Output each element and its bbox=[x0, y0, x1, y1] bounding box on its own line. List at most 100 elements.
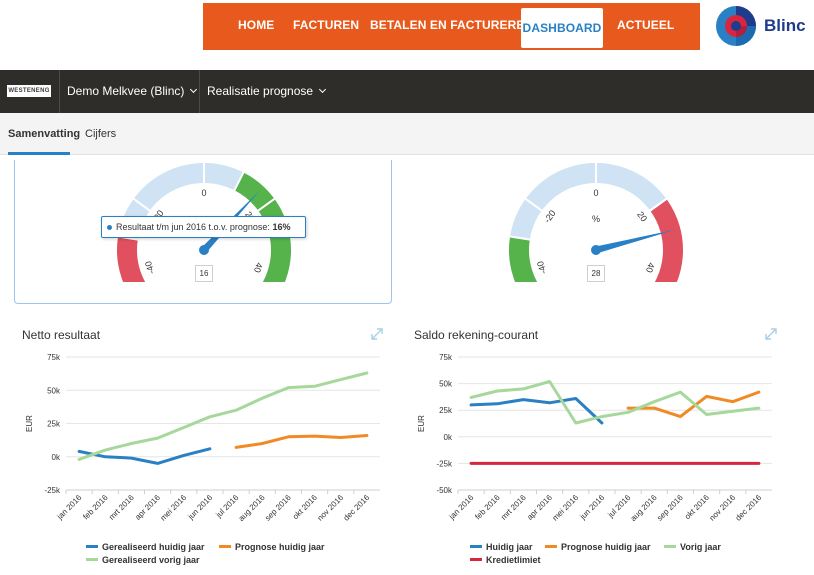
y-tick-label: 50k bbox=[47, 386, 61, 395]
gauge-separator bbox=[256, 197, 276, 213]
gauge-tooltip: Resultaat t/m jun 2016 t.o.v. prognose: … bbox=[101, 216, 306, 238]
expand-icon[interactable] bbox=[765, 328, 777, 340]
divider bbox=[199, 70, 200, 113]
y-tick-label: 50k bbox=[439, 380, 453, 389]
legend-swatch bbox=[86, 545, 98, 549]
series-line bbox=[626, 390, 761, 419]
legend-label: Prognose huidig jaar bbox=[235, 542, 325, 552]
tab-cijfers[interactable]: Cijfers bbox=[85, 128, 117, 140]
x-tick-label: dec 2016 bbox=[734, 493, 764, 523]
y-tick-label: 75k bbox=[47, 353, 61, 362]
gauge-tick-label: 40 bbox=[644, 261, 657, 274]
x-tick-label: mei 2016 bbox=[551, 493, 581, 523]
gauge-separator bbox=[132, 197, 152, 213]
divider bbox=[59, 70, 60, 113]
x-tick-label: jun 2016 bbox=[578, 493, 607, 522]
y-axis-label: EUR bbox=[25, 415, 34, 432]
y-tick-label: -50k bbox=[436, 486, 453, 495]
main-navigation: HOME FACTUREN BETALEN EN FACTUREREN DASH… bbox=[203, 3, 700, 50]
legend-label: Huidig jaar bbox=[486, 542, 533, 552]
nav-betalen-en-factureren[interactable]: BETALEN EN FACTUREREN bbox=[370, 18, 534, 32]
legend-item[interactable]: Kredietlimiet bbox=[470, 555, 541, 565]
y-tick-label: 25k bbox=[439, 406, 453, 415]
y-tick-label: 0k bbox=[52, 453, 61, 462]
x-tick-label: sep 2016 bbox=[263, 493, 293, 523]
gauge-tick-label: -20 bbox=[542, 208, 558, 224]
series-line bbox=[77, 447, 212, 465]
x-tick-label: sep 2016 bbox=[655, 493, 685, 523]
tooltip-value: 16% bbox=[272, 222, 291, 232]
gauge-value-left: 16 bbox=[195, 265, 213, 282]
x-tick-label: feb 2016 bbox=[81, 493, 110, 522]
company-name: Demo Melkvee (Blinc) bbox=[67, 84, 185, 98]
series-line bbox=[77, 371, 369, 461]
tab-samenvatting[interactable]: Samenvatting bbox=[8, 113, 80, 155]
legend-item[interactable]: Gerealiseerd huidig jaar bbox=[86, 542, 205, 552]
gauge-tick-label: -40 bbox=[143, 260, 157, 275]
gauge-separator bbox=[648, 197, 668, 213]
legend-item[interactable]: Gerealiseerd vorig jaar bbox=[86, 555, 200, 565]
x-tick-label: apr 2016 bbox=[525, 493, 554, 522]
chevron-down-icon bbox=[319, 85, 327, 94]
gauge-tick-label: 20 bbox=[635, 210, 649, 224]
gauge-tick-label: 0 bbox=[201, 188, 206, 198]
expand-icon[interactable] bbox=[371, 328, 383, 340]
view-name: Realisatie prognose bbox=[207, 84, 314, 98]
chart-title-netto-resultaat: Netto resultaat bbox=[22, 328, 101, 342]
series-line bbox=[469, 380, 761, 425]
nav-dashboard[interactable]: DASHBOARD bbox=[521, 8, 603, 48]
x-tick-label: jan 2016 bbox=[55, 493, 84, 522]
gauge-pivot bbox=[199, 245, 209, 255]
series-line bbox=[234, 434, 369, 449]
legend-swatch bbox=[664, 545, 676, 549]
x-tick-label: dec 2016 bbox=[342, 493, 372, 523]
legend-swatch bbox=[545, 545, 557, 549]
gauge-band bbox=[507, 235, 540, 282]
y-axis-label: EUR bbox=[417, 415, 426, 432]
gauge-separator bbox=[524, 197, 544, 213]
gauge-value-right: 28 bbox=[587, 265, 605, 282]
series-line bbox=[469, 397, 604, 425]
legend-item[interactable]: Vorig jaar bbox=[664, 542, 721, 552]
gauge-band bbox=[507, 161, 669, 241]
legend-swatch bbox=[219, 545, 231, 549]
nav-actueel[interactable]: ACTUEEL bbox=[617, 18, 675, 32]
company-dropdown[interactable]: Demo Melkvee (Blinc) bbox=[67, 70, 198, 113]
gauge-pivot bbox=[591, 245, 601, 255]
legend-label: Gerealiseerd vorig jaar bbox=[102, 555, 200, 565]
x-tick-label: aug 2016 bbox=[629, 493, 659, 523]
x-tick-label: aug 2016 bbox=[237, 493, 267, 523]
gauge-tick-label: 0 bbox=[593, 188, 598, 198]
legend-swatch bbox=[470, 545, 482, 549]
legend-item[interactable]: Prognose huidig jaar bbox=[545, 542, 651, 552]
x-tick-label: mrt 2016 bbox=[107, 493, 136, 522]
chart-title-saldo: Saldo rekening-courant bbox=[414, 328, 539, 342]
gauge-tick-label: -40 bbox=[535, 260, 549, 275]
legend-label: Gerealiseerd huidig jaar bbox=[102, 542, 205, 552]
brand-name: Blinc bbox=[764, 16, 806, 35]
chevron-down-icon bbox=[190, 85, 198, 94]
x-tick-label: feb 2016 bbox=[473, 493, 502, 522]
gauge-band bbox=[115, 235, 148, 282]
legend-label: Vorig jaar bbox=[680, 542, 721, 552]
y-tick-label: -25k bbox=[436, 459, 453, 468]
x-tick-label: jan 2016 bbox=[447, 493, 476, 522]
gauge-needle bbox=[595, 229, 676, 254]
gauge-unit: % bbox=[592, 214, 600, 224]
legend-label: Kredietlimiet bbox=[486, 555, 541, 565]
view-dropdown[interactable]: Realisatie prognose bbox=[207, 70, 327, 113]
nav-facturen[interactable]: FACTUREN bbox=[293, 18, 360, 32]
company-logo[interactable]: WESTENENG bbox=[7, 85, 51, 97]
nav-home[interactable]: HOME bbox=[238, 18, 275, 32]
y-tick-label: -25k bbox=[44, 486, 61, 495]
tooltip-text: Resultaat t/m jun 2016 t.o.v. prognose: bbox=[116, 222, 273, 232]
y-tick-label: 0k bbox=[444, 433, 453, 442]
legend-item[interactable]: Huidig jaar bbox=[470, 542, 533, 552]
x-tick-label: jun 2016 bbox=[186, 493, 215, 522]
x-tick-label: mrt 2016 bbox=[499, 493, 528, 522]
blinc-logo[interactable]: Blinc bbox=[714, 2, 814, 50]
tooltip-dot-icon bbox=[107, 225, 112, 230]
legend-item[interactable]: Prognose huidig jaar bbox=[219, 542, 325, 552]
